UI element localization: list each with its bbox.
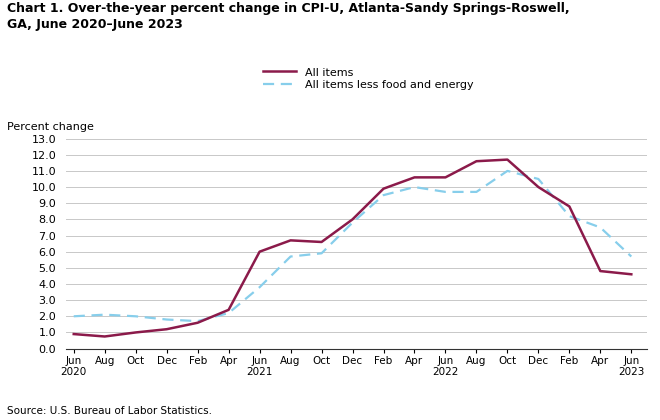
All items [504, 157, 512, 162]
All items [535, 184, 543, 189]
All items less food and energy [504, 168, 512, 173]
All items [473, 159, 480, 164]
All items [101, 334, 109, 339]
All items [442, 175, 449, 180]
All items [411, 175, 418, 180]
All items less food and energy [379, 193, 387, 198]
Text: Chart 1. Over-the-year percent change in CPI-U, Atlanta-Sandy Springs-Roswell,
G: Chart 1. Over-the-year percent change in… [7, 2, 569, 31]
Line: All items: All items [74, 160, 632, 336]
All items [193, 320, 201, 325]
Text: Percent change: Percent change [7, 122, 94, 132]
All items [348, 217, 356, 222]
Legend: All items, All items less food and energy: All items, All items less food and energ… [258, 63, 478, 95]
All items less food and energy [163, 317, 171, 322]
Text: Source: U.S. Bureau of Labor Statistics.: Source: U.S. Bureau of Labor Statistics. [7, 406, 212, 416]
All items less food and energy [535, 176, 543, 181]
All items less food and energy [473, 189, 480, 194]
All items [286, 238, 294, 243]
All items less food and energy [566, 214, 574, 219]
All items less food and energy [628, 254, 636, 259]
All items less food and energy [286, 254, 294, 259]
All items less food and energy [348, 220, 356, 225]
All items less food and energy [442, 189, 449, 194]
All items [628, 272, 636, 277]
All items [70, 331, 78, 336]
All items less food and energy [132, 314, 140, 319]
Line: All items less food and energy: All items less food and energy [74, 171, 632, 321]
All items [317, 239, 325, 244]
All items less food and energy [101, 312, 109, 317]
All items [163, 327, 171, 332]
All items less food and energy [224, 310, 232, 315]
All items [379, 186, 387, 191]
All items [597, 268, 605, 273]
All items less food and energy [255, 285, 263, 290]
All items less food and energy [411, 184, 418, 189]
All items [255, 249, 263, 254]
All items less food and energy [597, 225, 605, 230]
All items less food and energy [317, 251, 325, 256]
All items [132, 330, 140, 335]
All items less food and energy [70, 314, 78, 319]
All items less food and energy [193, 319, 201, 324]
All items [566, 204, 574, 209]
All items [224, 307, 232, 312]
